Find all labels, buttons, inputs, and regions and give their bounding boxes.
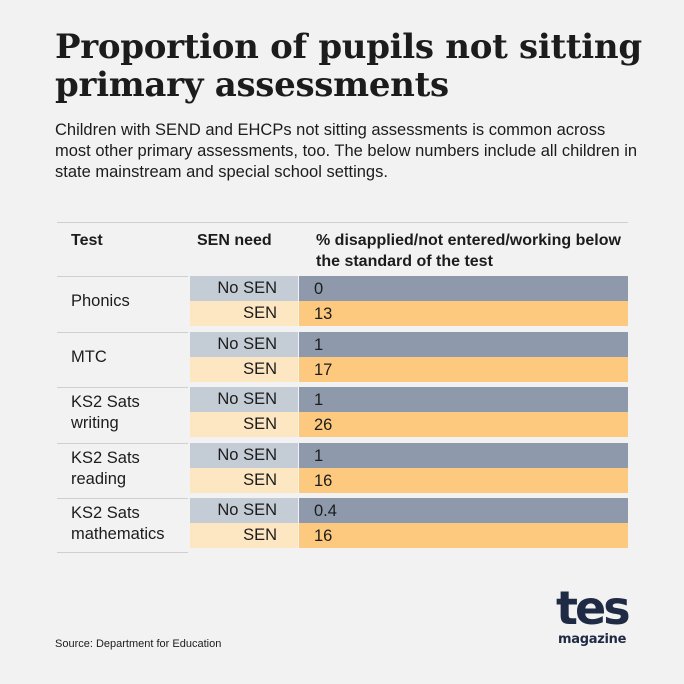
sen-need-cell: SEN <box>190 523 298 548</box>
logo-sub: magazine <box>558 632 627 647</box>
table-row: SEN 13 <box>190 301 628 326</box>
sen-need-cell: No SEN <box>190 331 298 357</box>
table-row: SEN 16 <box>190 467 628 493</box>
table-top-rule <box>57 222 628 223</box>
value-cell: 1 <box>299 442 628 468</box>
value-cell: 13 <box>299 301 628 326</box>
table-row: No SEN 1 <box>190 442 628 468</box>
group-divider <box>57 276 188 277</box>
table-group: KS2 Sats writing No SEN 1 SEN 26 <box>57 387 628 441</box>
table-row: No SEN 1 <box>190 331 628 357</box>
page-title: Proportion of pupils not sitting primary… <box>55 27 642 105</box>
sen-need-cell: SEN <box>190 467 298 493</box>
table-row: SEN 17 <box>190 356 628 382</box>
header-test: Test <box>71 232 103 249</box>
sen-need-cell: SEN <box>190 356 298 382</box>
group-divider <box>57 442 188 444</box>
table-row: No SEN 0.4 <box>190 498 628 523</box>
value-cell: 16 <box>299 523 628 548</box>
table-group: KS2 Sats mathematics No SEN 0.4 SEN 16 <box>57 498 628 553</box>
test-name: Phonics <box>71 292 130 310</box>
tes-logo: tes magazine <box>556 582 631 654</box>
sen-need-cell: SEN <box>190 412 298 437</box>
value-cell: 16 <box>299 467 628 493</box>
value-cell: 0.4 <box>299 498 628 523</box>
group-divider <box>57 498 188 499</box>
test-name: MTC <box>71 347 107 366</box>
subtitle: Children with SEND and EHCPs not sitting… <box>55 121 638 181</box>
sen-need-cell: No SEN <box>190 498 298 523</box>
value-cell: 17 <box>299 356 628 382</box>
table-row: No SEN 0 <box>190 276 628 301</box>
test-name: KS2 Sats mathematics <box>71 504 165 543</box>
table-row: SEN 16 <box>190 523 628 548</box>
value-cell: 26 <box>299 412 628 437</box>
logo-main: tes <box>556 581 631 635</box>
table-group: KS2 Sats reading No SEN 1 SEN 16 <box>57 442 628 497</box>
sen-need-cell: No SEN <box>190 442 298 468</box>
sen-need-cell: No SEN <box>190 387 298 412</box>
table-group: MTC No SEN 1 SEN 17 <box>57 331 628 386</box>
group-divider <box>57 331 188 333</box>
sen-need-cell: No SEN <box>190 276 298 301</box>
group-divider <box>57 552 188 553</box>
test-name: KS2 Sats writing <box>71 393 140 432</box>
value-cell: 0 <box>299 276 628 301</box>
group-divider <box>57 387 188 388</box>
source-note: Source: Department for Education <box>55 638 222 650</box>
test-name: KS2 Sats reading <box>71 448 140 488</box>
header-sen-need: SEN need <box>197 232 272 249</box>
header-percentage: % disapplied/not entered/working below t… <box>316 232 621 270</box>
table-row: No SEN 1 <box>190 387 628 412</box>
value-cell: 1 <box>299 387 628 412</box>
value-cell: 1 <box>299 331 628 357</box>
table-group: Phonics No SEN 0 SEN 13 <box>57 276 628 330</box>
table-row: SEN 26 <box>190 412 628 437</box>
sen-need-cell: SEN <box>190 301 298 326</box>
